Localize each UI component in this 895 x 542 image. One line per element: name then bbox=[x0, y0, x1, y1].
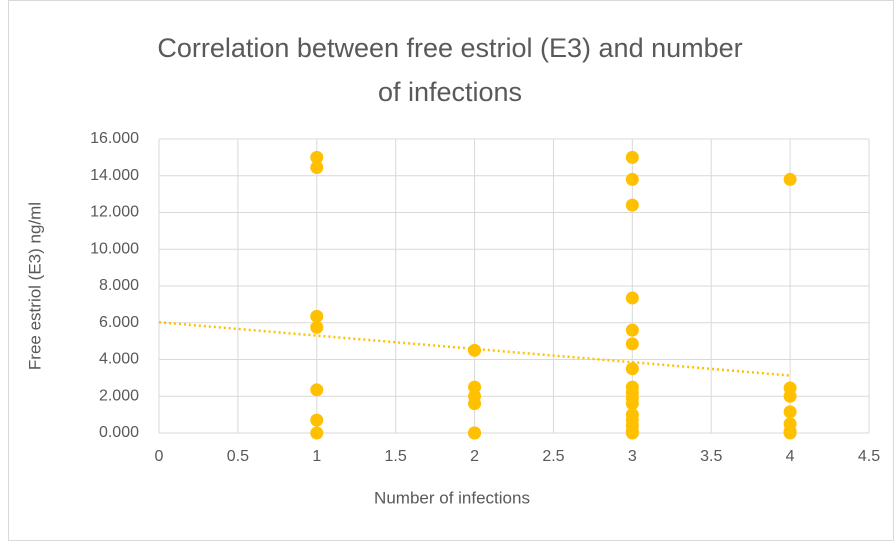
data-point bbox=[310, 320, 324, 334]
data-point bbox=[310, 383, 324, 397]
data-point bbox=[625, 426, 639, 440]
data-point bbox=[625, 323, 639, 337]
data-point bbox=[310, 309, 324, 323]
x-axis-label: Number of infections bbox=[374, 488, 530, 507]
y-tick-label: 12.000 bbox=[90, 204, 139, 221]
x-tick-label: 0 bbox=[155, 448, 164, 465]
x-tick-label: 2.5 bbox=[542, 448, 564, 465]
y-tick-label: 6.000 bbox=[99, 314, 139, 331]
data-point bbox=[625, 198, 639, 212]
y-tick-label: 16.000 bbox=[90, 130, 139, 147]
data-point bbox=[310, 426, 324, 440]
chart-border bbox=[8, 0, 894, 541]
x-tick-label: 3.5 bbox=[700, 448, 722, 465]
y-tick-label: 14.000 bbox=[90, 167, 139, 184]
data-point bbox=[310, 160, 324, 174]
y-axis-label: Free estriol (E3) ng/ml bbox=[25, 202, 44, 370]
data-point bbox=[625, 150, 639, 164]
x-tick-label: 2 bbox=[470, 448, 479, 465]
x-tick-label: 4 bbox=[786, 448, 795, 465]
data-point bbox=[310, 150, 324, 164]
y-tick-label: 8.000 bbox=[99, 277, 139, 294]
data-point bbox=[625, 397, 639, 411]
data-point bbox=[468, 397, 482, 411]
y-tick-label: 4.000 bbox=[99, 351, 139, 368]
data-point bbox=[625, 172, 639, 186]
data-point bbox=[783, 405, 797, 419]
x-tick-label: 1.5 bbox=[385, 448, 407, 465]
data-point bbox=[310, 413, 324, 427]
x-tick-label: 4.5 bbox=[858, 448, 880, 465]
data-point bbox=[783, 426, 797, 440]
x-tick-label: 3 bbox=[628, 448, 637, 465]
data-point bbox=[625, 362, 639, 376]
y-tick-label: 0.000 bbox=[99, 424, 139, 441]
y-tick-label: 10.000 bbox=[90, 240, 139, 257]
data-point bbox=[468, 343, 482, 357]
data-point bbox=[468, 426, 482, 440]
data-point bbox=[468, 380, 482, 394]
x-tick-label: 0.5 bbox=[227, 448, 249, 465]
chart-title: Correlation between free estriol (E3) an… bbox=[157, 33, 743, 107]
data-point bbox=[783, 172, 797, 186]
y-tick-label: 2.000 bbox=[99, 387, 139, 404]
data-point bbox=[783, 389, 797, 403]
data-point bbox=[625, 337, 639, 351]
x-tick-label: 1 bbox=[312, 448, 321, 465]
data-point bbox=[625, 291, 639, 305]
